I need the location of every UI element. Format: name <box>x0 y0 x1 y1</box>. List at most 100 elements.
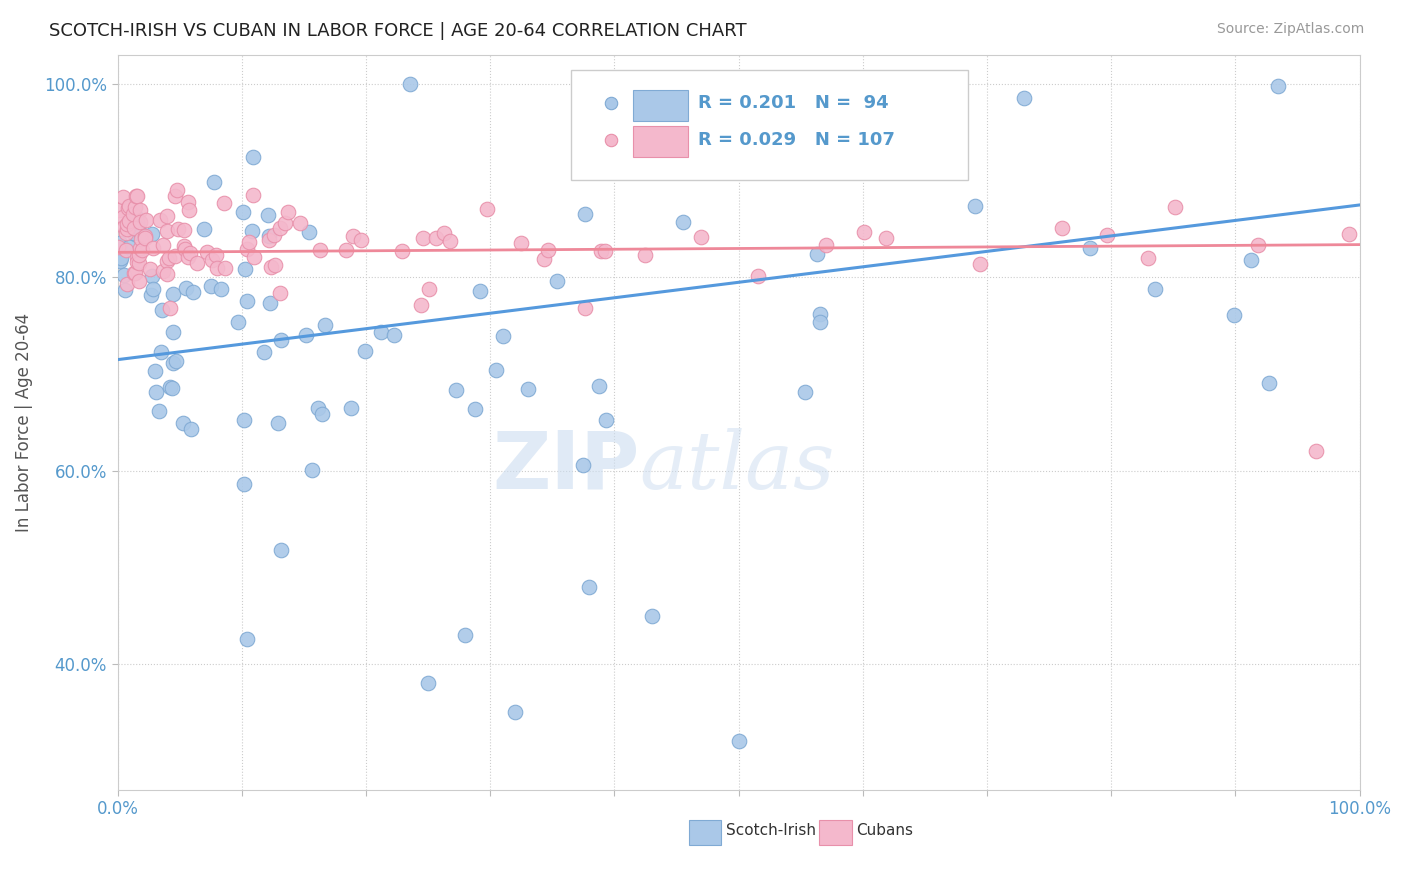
Point <box>114 283 136 297</box>
Point <box>537 243 560 257</box>
Point <box>152 264 174 278</box>
Point <box>969 257 991 271</box>
Point <box>391 244 413 258</box>
FancyBboxPatch shape <box>689 820 721 845</box>
Point <box>159 251 181 265</box>
Point <box>156 267 179 281</box>
Point <box>200 279 222 293</box>
Point <box>204 247 226 261</box>
Point <box>214 261 236 276</box>
Point <box>143 363 166 377</box>
FancyBboxPatch shape <box>633 90 688 120</box>
Point <box>267 416 290 430</box>
Point <box>311 408 333 422</box>
Point <box>177 194 200 209</box>
Point <box>257 208 280 222</box>
Point <box>127 220 149 235</box>
Point <box>853 225 876 239</box>
Point <box>134 230 156 244</box>
Point <box>232 205 254 219</box>
Point <box>370 325 392 339</box>
Point <box>108 236 131 251</box>
Point <box>124 200 146 214</box>
Point <box>273 216 295 230</box>
Point <box>115 226 138 240</box>
Point <box>173 222 195 236</box>
Point <box>160 381 183 395</box>
Point <box>742 111 765 125</box>
Point <box>129 215 152 229</box>
Point <box>156 224 179 238</box>
Point <box>165 354 187 368</box>
Point <box>503 706 526 720</box>
Point <box>263 228 285 243</box>
Point <box>159 301 181 315</box>
Point <box>1257 376 1279 391</box>
Point <box>640 608 662 623</box>
Point <box>141 269 163 284</box>
FancyBboxPatch shape <box>571 70 969 180</box>
Point <box>689 229 711 244</box>
Point <box>118 240 141 254</box>
Point <box>1144 282 1167 296</box>
Point <box>107 240 129 254</box>
Point <box>574 207 596 221</box>
Point <box>193 222 215 236</box>
Point <box>111 211 134 225</box>
Point <box>204 175 226 189</box>
Point <box>242 188 264 202</box>
Point <box>142 241 165 255</box>
Point <box>141 287 163 301</box>
Point <box>209 282 232 296</box>
Point <box>340 401 363 415</box>
Point <box>277 204 299 219</box>
Point <box>177 250 200 264</box>
Point <box>141 227 163 241</box>
Point <box>806 246 828 260</box>
Point <box>122 207 145 221</box>
Point <box>150 302 173 317</box>
Point <box>125 215 148 229</box>
Text: Scotch-Irish: Scotch-Irish <box>725 822 815 838</box>
Point <box>242 149 264 163</box>
Point <box>257 228 280 243</box>
Point <box>152 238 174 252</box>
Point <box>259 296 281 310</box>
Point <box>186 256 208 270</box>
Point <box>314 318 336 332</box>
Point <box>307 401 329 415</box>
Point <box>595 413 617 427</box>
Point <box>294 327 316 342</box>
Point <box>159 380 181 394</box>
Point <box>574 301 596 315</box>
Point <box>226 315 249 329</box>
Point <box>134 229 156 244</box>
Point <box>963 199 986 213</box>
Point <box>1267 78 1289 93</box>
Point <box>174 281 197 295</box>
Point <box>129 241 152 255</box>
Point <box>201 252 224 267</box>
Point <box>117 201 139 215</box>
Point <box>808 315 831 329</box>
Point <box>125 189 148 203</box>
Point <box>232 413 254 427</box>
Point <box>1240 252 1263 267</box>
Point <box>142 282 165 296</box>
Point <box>491 329 513 343</box>
Point <box>148 404 170 418</box>
Point <box>162 286 184 301</box>
Point <box>418 282 440 296</box>
Point <box>792 101 814 115</box>
Point <box>149 345 172 359</box>
Point <box>128 255 150 269</box>
Point <box>166 183 188 197</box>
Point <box>129 203 152 218</box>
Point <box>808 307 831 321</box>
Point <box>1305 444 1327 458</box>
Point <box>671 214 693 228</box>
Point <box>183 285 205 300</box>
Point <box>124 266 146 280</box>
Point <box>135 213 157 227</box>
Text: R = 0.029   N = 107: R = 0.029 N = 107 <box>697 130 894 149</box>
